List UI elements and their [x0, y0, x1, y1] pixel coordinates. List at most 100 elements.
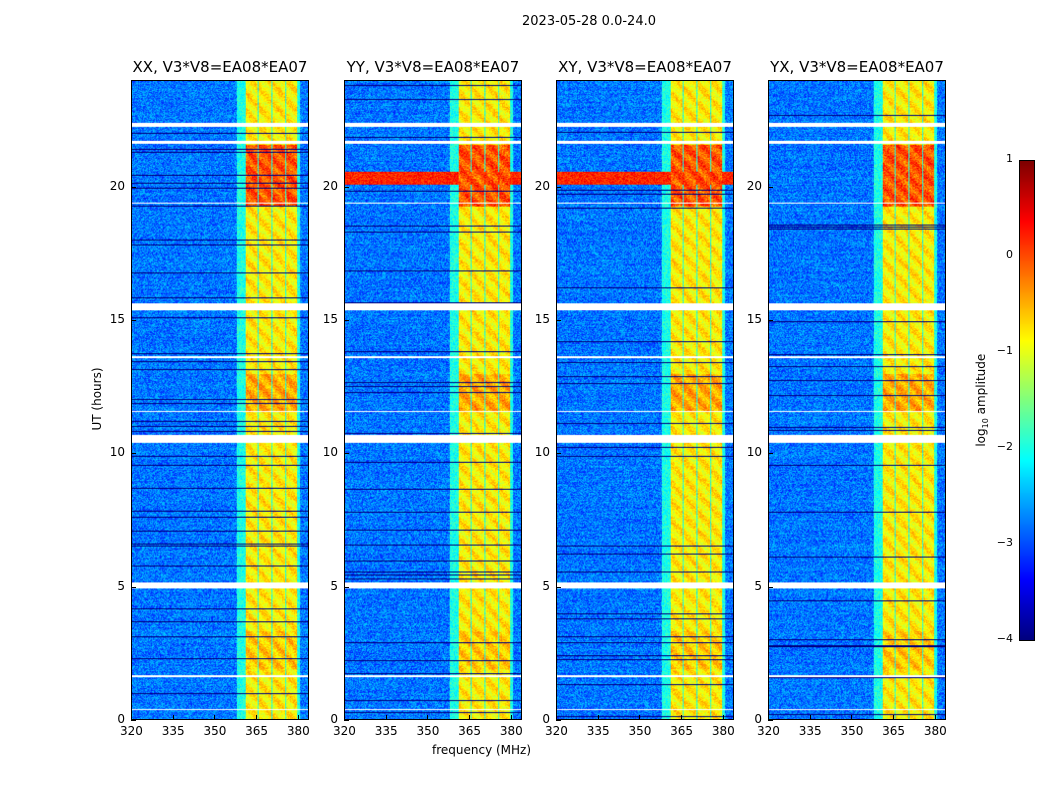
x-tick-mark: [469, 715, 471, 720]
x-tick-mark: [172, 715, 174, 720]
y-tick-label: 5: [542, 578, 550, 593]
y-tick-mark: [556, 453, 561, 455]
x-tick-mark: [510, 715, 512, 720]
x-tick-mark: [297, 715, 299, 720]
x-tick-mark: [768, 715, 769, 720]
y-axis-label: UT (hours): [90, 367, 104, 431]
y-tick-label: 10: [322, 445, 338, 460]
x-tick-label: 365: [458, 724, 482, 738]
y-tick-label: 0: [330, 712, 338, 726]
x-tick-mark: [385, 715, 387, 720]
heatmap-panel: [768, 80, 946, 720]
x-tick-mark: [722, 715, 724, 720]
y-tick-mark: [768, 720, 773, 721]
y-tick-mark: [556, 186, 561, 188]
y-tick-mark: [131, 720, 136, 721]
y-tick-mark: [768, 586, 773, 588]
x-tick-label: 335: [161, 724, 185, 738]
x-tick-label: 380: [499, 724, 523, 738]
y-tick-label: 0: [754, 712, 762, 726]
x-tick-mark: [851, 715, 853, 720]
panel-title: YY, V3*V8=EA08*EA07: [346, 58, 520, 76]
colorbar: [1019, 160, 1035, 641]
colorbar-tick-label: 0: [1006, 248, 1013, 261]
y-tick-label: 10: [534, 445, 550, 460]
x-tick-label: 365: [882, 724, 906, 738]
x-tick-label: 350: [628, 724, 652, 738]
y-tick-mark: [768, 453, 773, 455]
x-tick-label: 350: [416, 724, 440, 738]
y-tick-mark: [131, 186, 136, 188]
y-tick-label: 15: [322, 312, 338, 326]
x-tick-mark: [893, 715, 895, 720]
y-tick-label: 5: [330, 578, 338, 593]
y-tick-label: 0: [117, 712, 125, 726]
colorbar-tick-label: 1: [1006, 152, 1013, 165]
y-tick-mark: [556, 586, 561, 588]
y-tick-mark: [344, 320, 349, 321]
y-tick-mark: [344, 586, 349, 588]
x-tick-label: 350: [203, 724, 227, 738]
y-tick-mark: [344, 720, 349, 721]
x-tick-label: 350: [840, 724, 864, 738]
x-axis-label: frequency (MHz): [432, 743, 532, 757]
x-tick-label: 365: [245, 724, 269, 738]
y-tick-mark: [768, 320, 773, 321]
x-tick-mark: [131, 715, 132, 720]
y-tick-mark: [344, 453, 349, 455]
heatmap-panel: [556, 80, 734, 720]
y-tick-mark: [131, 453, 136, 455]
y-tick-label: 10: [109, 445, 125, 460]
x-tick-label: 320: [120, 724, 143, 738]
y-tick-label: 5: [754, 578, 762, 593]
x-tick-label: 335: [374, 724, 398, 738]
heatmap-panel: [344, 80, 522, 720]
colorbar-tick-label: −1: [996, 344, 1013, 357]
x-tick-mark: [639, 715, 641, 720]
x-tick-label: 380: [711, 724, 735, 738]
panel-title: XX, V3*V8=EA08*EA07: [132, 58, 308, 76]
x-tick-mark: [344, 715, 345, 720]
panel-title: YX, V3*V8=EA08*EA07: [770, 58, 944, 76]
y-tick-mark: [131, 586, 136, 588]
y-tick-label: 15: [109, 312, 125, 326]
x-tick-label: 335: [586, 724, 610, 738]
x-tick-mark: [809, 715, 811, 720]
x-tick-label: 380: [923, 724, 947, 738]
x-tick-mark: [597, 715, 599, 720]
x-tick-mark: [427, 715, 429, 720]
y-tick-mark: [556, 720, 561, 721]
x-tick-label: 335: [798, 724, 822, 738]
y-tick-mark: [768, 186, 773, 188]
colorbar-tick-label: −4: [996, 632, 1013, 645]
x-tick-mark: [556, 715, 557, 720]
colorbar-tick-label: −3: [996, 536, 1013, 549]
x-tick-mark: [681, 715, 683, 720]
y-tick-label: 20: [322, 178, 338, 193]
heatmap-panel: [131, 80, 309, 720]
colorbar-tick-label: −2: [996, 440, 1013, 453]
y-tick-mark: [344, 186, 349, 188]
y-tick-label: 20: [534, 178, 550, 193]
y-tick-label: 20: [746, 178, 762, 193]
x-tick-mark: [256, 715, 258, 720]
figure-title: 2023-05-28 0.0-24.0: [522, 14, 656, 29]
x-tick-label: 320: [545, 724, 568, 738]
x-tick-mark: [934, 715, 936, 720]
x-tick-label: 320: [757, 724, 780, 738]
y-tick-label: 15: [746, 312, 762, 326]
y-tick-label: 15: [534, 312, 550, 326]
colorbar-label-sub: 10: [981, 418, 991, 429]
y-tick-label: 20: [109, 178, 125, 193]
y-tick-label: 0: [542, 712, 550, 726]
x-tick-label: 365: [670, 724, 694, 738]
y-tick-label: 10: [746, 445, 762, 460]
x-tick-mark: [214, 715, 216, 720]
panel-title: XY, V3*V8=EA08*EA07: [558, 58, 732, 76]
x-tick-label: 320: [333, 724, 356, 738]
y-tick-label: 5: [117, 578, 125, 593]
colorbar-label-rest: amplitude: [973, 353, 988, 419]
y-tick-mark: [556, 320, 561, 321]
y-tick-mark: [131, 320, 136, 321]
